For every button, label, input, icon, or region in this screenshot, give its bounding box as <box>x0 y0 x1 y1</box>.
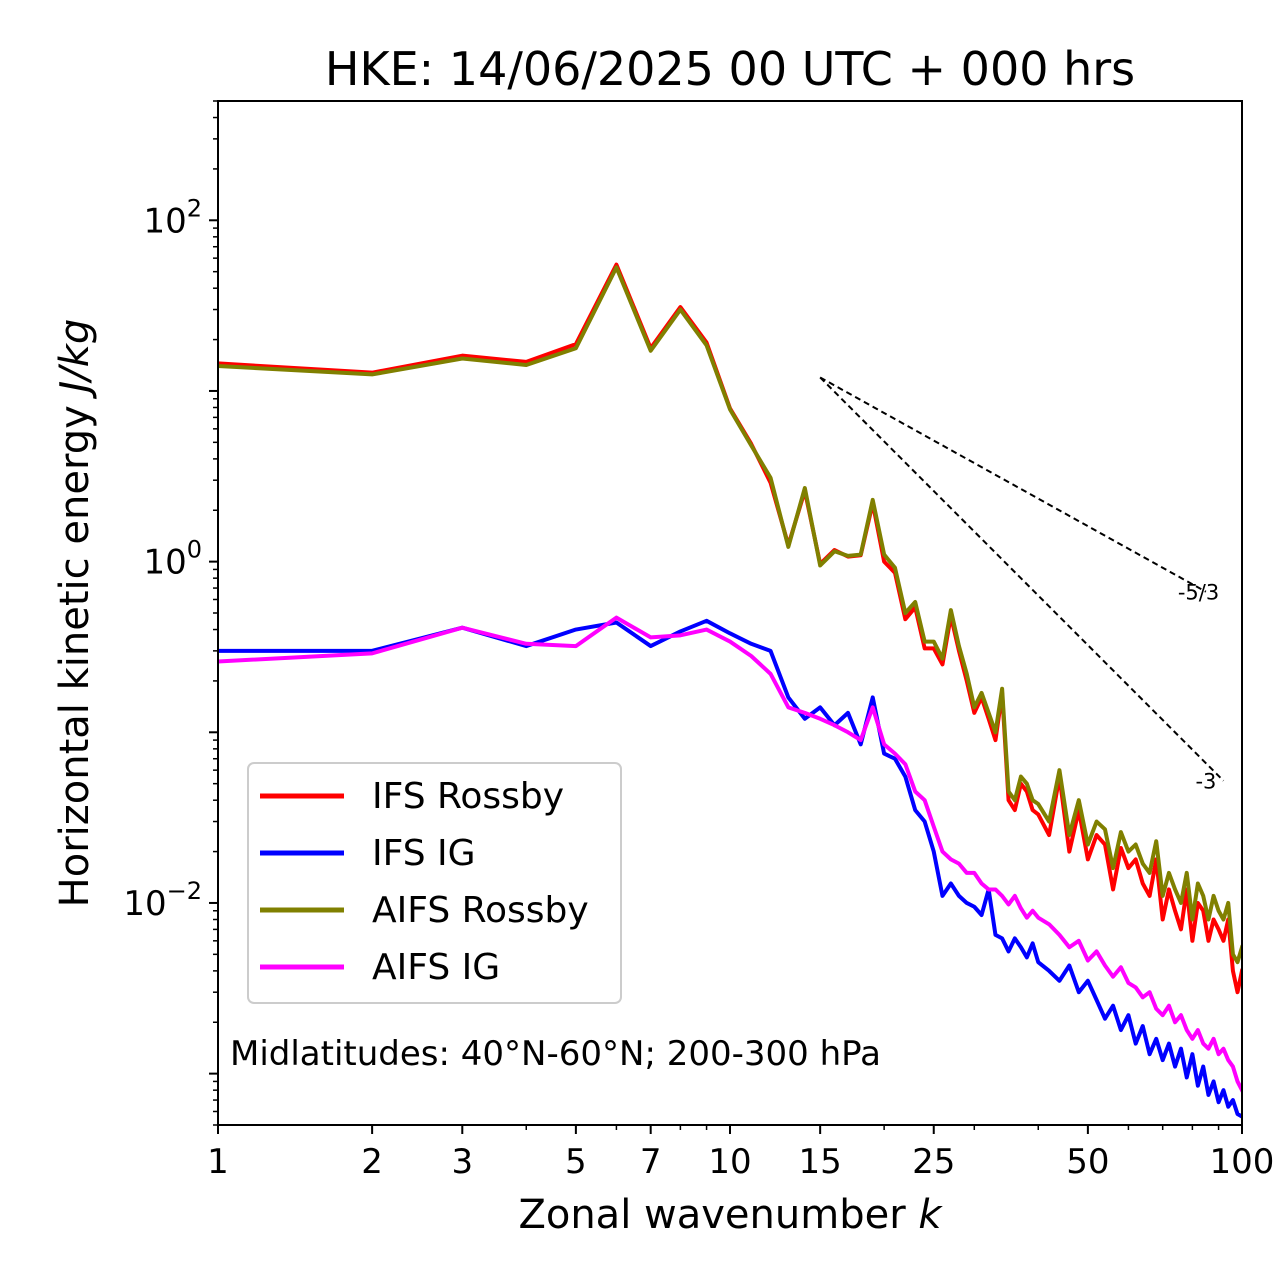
region-annotation: Midlatitudes: 40°N-60°N; 200-300 hPa <box>230 1034 881 1074</box>
reference-slope-line-1 <box>819 376 1207 593</box>
y-axis-label: Horizontal kinetic energy J/kg <box>52 319 98 908</box>
reference-slope-label-1: -5/3 <box>1178 581 1219 605</box>
x-tick-label: 25 <box>912 1142 955 1182</box>
legend-box <box>247 762 622 1004</box>
y-tick-label: 102 <box>143 194 202 241</box>
y-tick-label: 10−2 <box>123 877 202 924</box>
chart-title: HKE: 14/06/2025 00 UTC + 000 hrs <box>325 42 1135 96</box>
x-tick-label: 10 <box>708 1142 751 1182</box>
x-tick-label: 1 <box>207 1142 229 1182</box>
legend-label: AIFS IG <box>372 947 500 988</box>
series-layer <box>218 262 1242 1119</box>
series-line-aifs-ig <box>218 615 1242 1093</box>
reference-slope-label-2: -3 <box>1195 770 1216 794</box>
series-line-ifs-ig <box>218 618 1242 1119</box>
x-axis-label: Zonal wavenumber k <box>518 1192 943 1238</box>
x-tick-label: 2 <box>361 1142 383 1182</box>
y-tick-label: 100 <box>143 536 202 583</box>
x-tick-label: 7 <box>640 1142 662 1182</box>
reference-slope-line-2 <box>819 376 1225 782</box>
legend: IFS Rossby IFS IG AIFS Rossby AIFS IG <box>247 762 622 1004</box>
legend-label: IFS IG <box>372 833 476 874</box>
x-tick-label: 5 <box>565 1142 587 1182</box>
x-tick-label: 3 <box>451 1142 473 1182</box>
x-tick-label: 15 <box>799 1142 842 1182</box>
legend-label: IFS Rossby <box>372 776 564 817</box>
x-axis: 1 2 3 5 7 10 15 25 50 100 <box>207 1125 1274 1182</box>
x-tick-label: 50 <box>1066 1142 1109 1182</box>
reference-slopes: -5/3 -3 <box>819 376 1225 794</box>
legend-label: AIFS Rossby <box>372 890 589 931</box>
x-tick-label: 100 <box>1210 1142 1275 1182</box>
y-axis: 102 100 10−2 <box>123 100 218 1126</box>
series-line-aifs-rossby <box>218 265 1242 965</box>
